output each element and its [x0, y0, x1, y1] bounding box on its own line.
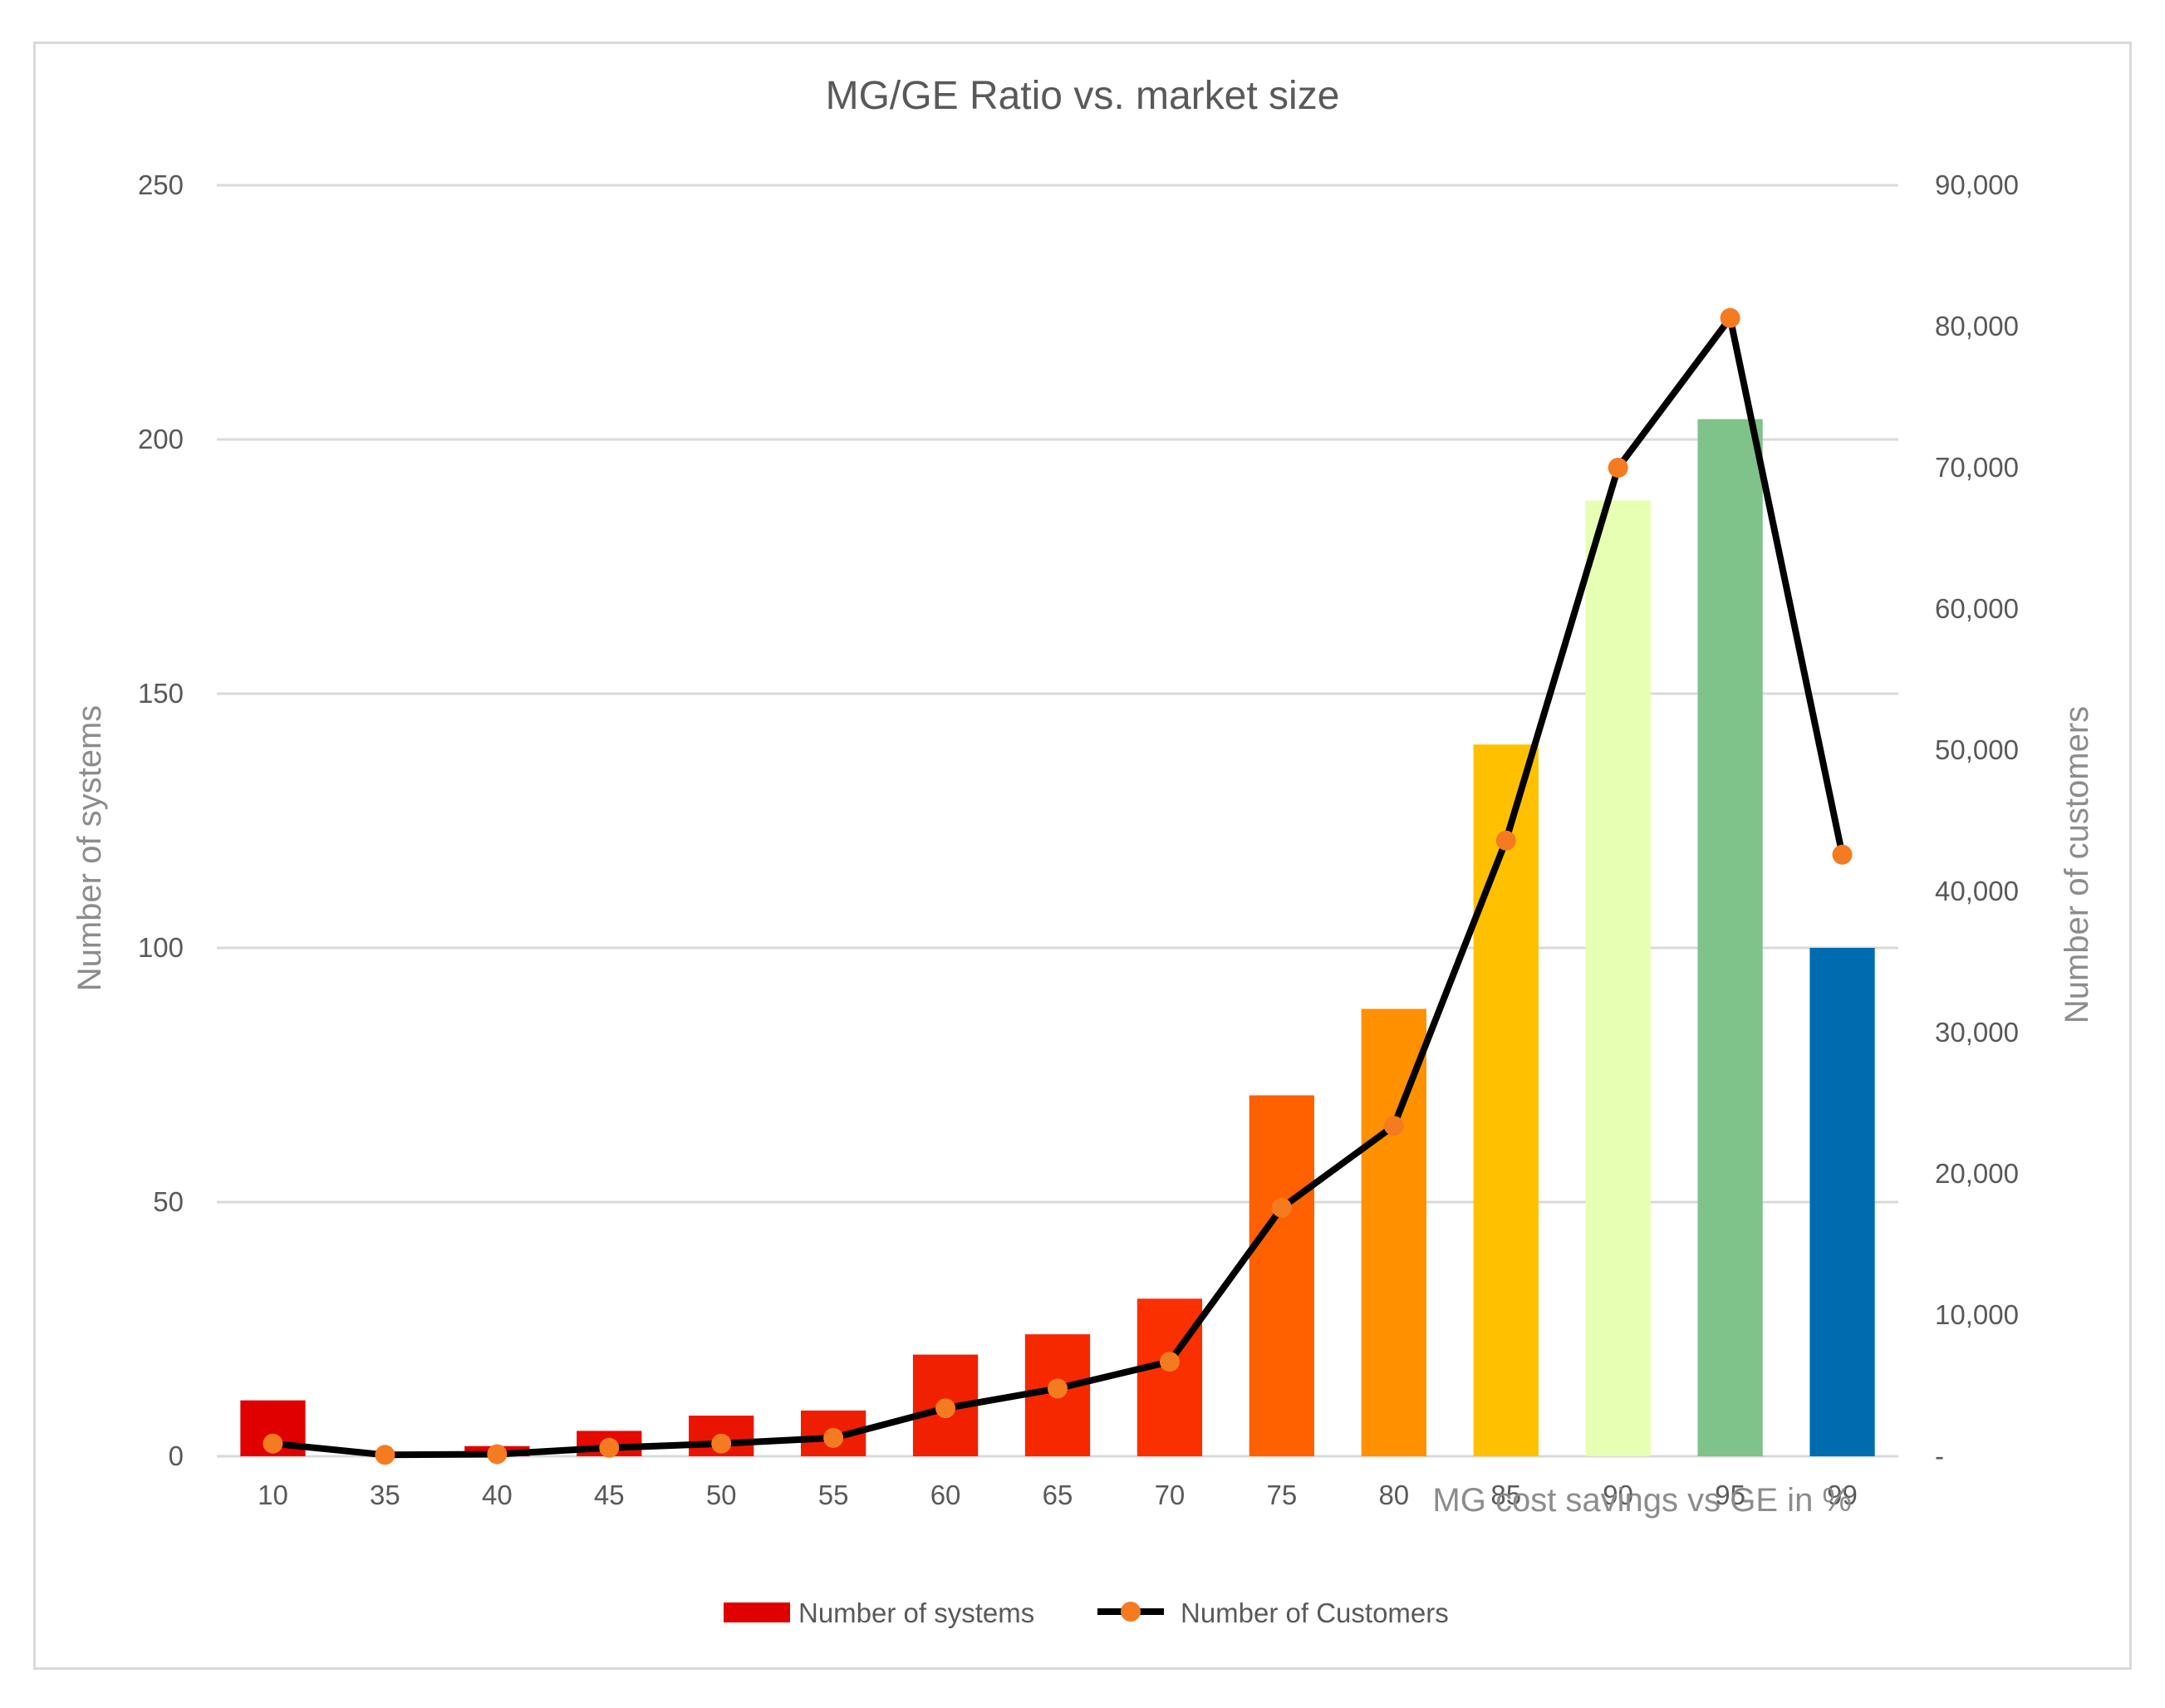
- customer-point-10: [263, 1433, 283, 1454]
- customer-point-95: [1720, 307, 1740, 328]
- y-right-tick-label: 80,000: [1935, 311, 2019, 341]
- chart-svg: MG/GE Ratio vs. market size 0 50 100 150 200…: [71, 74, 2095, 1628]
- y-right-tick-label: 50,000: [1935, 734, 2019, 765]
- x-axis-title: MG cost savings vs GE in %: [1432, 1482, 1852, 1519]
- x-tick-label: 80: [1378, 1480, 1409, 1510]
- bar-75: [1249, 1095, 1314, 1456]
- customer-point-65: [1048, 1378, 1068, 1399]
- x-tick-label: 95: [1715, 1480, 1745, 1510]
- bar-70: [1137, 1298, 1203, 1456]
- y-left-tick-label: 50: [153, 1186, 184, 1217]
- chart-frame: MG/GE Ratio vs. market size 0 50 100 150 200…: [33, 42, 2132, 1670]
- y-right-tick-label: 70,000: [1935, 452, 2019, 483]
- customer-point-90: [1608, 458, 1628, 478]
- legend-marker-customers: [1121, 1602, 1141, 1622]
- legend-label-customers: Number of Customers: [1181, 1598, 1449, 1628]
- bar-99: [1809, 948, 1875, 1456]
- x-tick-label: 85: [1490, 1480, 1521, 1510]
- customer-point-40: [487, 1444, 508, 1465]
- y-right-tick-label: 30,000: [1935, 1017, 2019, 1048]
- customer-point-60: [935, 1398, 956, 1419]
- x-tick-label: 55: [818, 1480, 849, 1510]
- bar-80: [1361, 1009, 1426, 1456]
- customer-point-85: [1495, 830, 1516, 851]
- customer-point-75: [1271, 1197, 1292, 1218]
- customer-point-35: [375, 1445, 395, 1465]
- x-tick-label: 10: [258, 1480, 288, 1510]
- y-right-tick-label: -: [1935, 1441, 1944, 1471]
- customer-point-45: [599, 1437, 620, 1458]
- x-axis-ticks: 10 35 40 45 50 55 60 65 70 75 80 85 90 95 99: [258, 1480, 1858, 1510]
- x-tick-label: 99: [1827, 1480, 1858, 1510]
- y-right-tick-label: 60,000: [1935, 593, 2019, 624]
- customer-point-55: [823, 1427, 844, 1448]
- x-tick-label: 70: [1155, 1480, 1186, 1510]
- y-right-tick-label: 40,000: [1935, 876, 2019, 906]
- customer-point-70: [1159, 1352, 1180, 1372]
- y-left-tick-label: 0: [169, 1441, 184, 1471]
- bar-85: [1473, 744, 1539, 1456]
- customer-point-50: [711, 1433, 732, 1454]
- y-right-tick-label: 20,000: [1935, 1158, 2019, 1189]
- y-left-tick-label: 250: [138, 169, 184, 200]
- legend: Number of systems Number of Customers: [724, 1598, 1449, 1628]
- x-tick-label: 90: [1603, 1480, 1633, 1510]
- customer-line: [263, 307, 1853, 1465]
- bars: [240, 419, 1875, 1457]
- x-tick-label: 40: [482, 1480, 513, 1510]
- legend-label-systems: Number of systems: [798, 1598, 1034, 1628]
- y-left-tick-label: 100: [138, 932, 184, 963]
- x-tick-label: 60: [930, 1480, 961, 1510]
- x-tick-label: 50: [706, 1480, 737, 1510]
- bar-95: [1697, 419, 1763, 1456]
- y-left-tick-label: 150: [138, 678, 184, 709]
- customer-point-99: [1832, 844, 1853, 865]
- y-right-axis-title: Number of customers: [2059, 706, 2095, 1023]
- x-tick-label: 65: [1043, 1480, 1073, 1510]
- left-axis-ticks: 0 50 100 150 200 250: [138, 169, 184, 1471]
- y-right-tick-label: 10,000: [1935, 1299, 2019, 1330]
- x-tick-label: 75: [1267, 1480, 1298, 1510]
- bar-90: [1585, 500, 1651, 1457]
- legend-swatch-systems: [724, 1602, 790, 1622]
- y-left-axis-title: Number of systems: [71, 705, 108, 992]
- y-left-tick-label: 200: [138, 424, 184, 454]
- x-tick-label: 35: [370, 1480, 400, 1510]
- right-axis-ticks: - 10,000 20,000 30,000 40,000 50,000 60,000 70,…: [1935, 169, 2019, 1471]
- x-tick-label: 45: [594, 1480, 625, 1510]
- customer-point-80: [1383, 1116, 1404, 1136]
- y-right-tick-label: 90,000: [1935, 169, 2019, 200]
- chart-title: MG/GE Ratio vs. market size: [826, 74, 1340, 118]
